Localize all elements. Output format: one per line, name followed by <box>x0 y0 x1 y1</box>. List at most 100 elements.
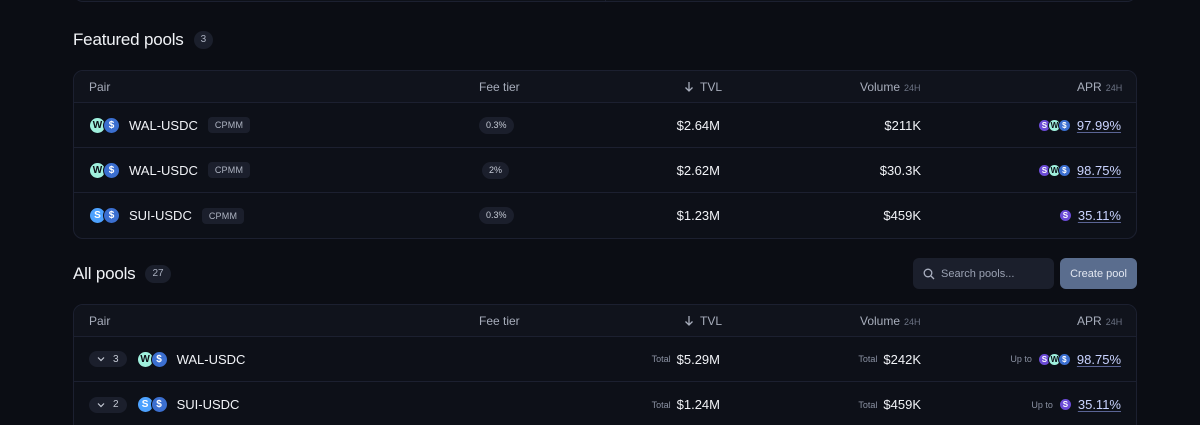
header-fee-tier[interactable]: Fee tier <box>479 80 520 94</box>
featured-pools-title: Featured pools <box>73 30 184 49</box>
pair-cell: W $ WAL-USDC CPMM <box>89 103 251 147</box>
tvl-cell: $2.62M <box>677 148 720 192</box>
search-input[interactable] <box>941 267 1049 280</box>
token-pair-icons: S $ <box>89 207 120 224</box>
table-row[interactable]: W $ WAL-USDC CPMM 2% $2.62M $30.3K S W $… <box>74 148 1136 193</box>
tvl-cell: $1.23M <box>677 193 720 238</box>
header-apr[interactable]: APR 24H <box>1077 80 1122 95</box>
tvl-cell: $2.64M <box>677 103 720 147</box>
header-volume[interactable]: Volume 24H <box>860 80 921 95</box>
apr-cell: Up to S 35.11% <box>1031 382 1121 425</box>
tvl-cell: Total $1.24M <box>652 382 720 425</box>
header-apr-label: APR <box>1077 314 1102 328</box>
all-pools-title: All pools <box>73 264 136 283</box>
header-pair: Pair <box>89 314 111 328</box>
apr-value[interactable]: 35.11% <box>1077 208 1121 223</box>
reward-token-icon: S <box>1058 398 1072 411</box>
usdc-token-icon: $ <box>1057 118 1071 132</box>
pool-type-badge: CPMM <box>201 207 245 224</box>
pair-name: WAL-USDC <box>129 117 198 133</box>
total-label: Total <box>651 354 671 364</box>
token-pair-icons: W $ <box>136 350 168 368</box>
create-pool-button[interactable]: Create pool <box>1060 258 1137 289</box>
header-fee-tier[interactable]: Fee tier <box>479 314 520 328</box>
header-volume-sub: 24H <box>904 317 921 327</box>
search-box[interactable] <box>913 258 1054 289</box>
table-header: Pair Fee tier TVL Volume 24H APR 24H <box>74 71 1136 103</box>
sui-token-icon: S <box>89 207 106 224</box>
reward-icons: S W $ <box>1037 163 1071 177</box>
pool-type-badge: CPMM <box>207 162 251 178</box>
pool-type-badge: CPMM <box>207 117 251 133</box>
token-pair-icons: W $ <box>89 161 120 179</box>
apr-value[interactable]: 98.75% <box>1076 162 1121 178</box>
arrow-down-icon <box>685 82 693 92</box>
usdc-token-icon: $ <box>150 396 168 413</box>
usdc-token-icon: $ <box>103 116 120 134</box>
header-pair: Pair <box>89 80 111 94</box>
table-row[interactable]: 2 S $ SUI-USDC Total $1.24M Total $459K … <box>74 382 1136 425</box>
table-row[interactable]: 3 W $ WAL-USDC Total $5.29M Total $242K … <box>74 337 1136 382</box>
featured-pools-count: 3 <box>193 31 214 49</box>
apr-value[interactable]: 97.99% <box>1076 117 1121 133</box>
fee-tier-badge: 0.3% <box>479 117 514 134</box>
volume-cell: $211K <box>884 103 921 147</box>
apr-value[interactable]: 98.75% <box>1076 351 1121 367</box>
reward-icons: S <box>1058 209 1072 222</box>
apr-cell: Up to S W $ 98.75% <box>1010 337 1121 381</box>
reward-token-icon: S <box>1058 209 1072 222</box>
header-apr[interactable]: APR 24H <box>1077 314 1122 329</box>
total-label: Total <box>858 354 878 364</box>
table-header: Pair Fee tier TVL Volume 24H APR 24H <box>74 305 1136 337</box>
volume-value: $30.3K <box>879 162 921 178</box>
all-pools-table: Pair Fee tier TVL Volume 24H APR 24H 3 W $… <box>73 304 1137 425</box>
fee-tier-badge: 2% <box>482 162 510 179</box>
header-tvl-label: TVL <box>700 80 723 94</box>
volume-value: $459K <box>883 208 921 223</box>
wal-token-icon: W <box>89 161 106 179</box>
volume-value: $242K <box>883 351 921 367</box>
pair-cell: W $ WAL-USDC CPMM <box>89 148 251 192</box>
tvl-value: $2.62M <box>676 162 720 178</box>
expand-toggle[interactable]: 3 <box>89 351 127 367</box>
tvl-value: $1.24M <box>676 397 720 412</box>
reward-icons: S W $ <box>1037 118 1071 132</box>
pair-cell: S $ SUI-USDC CPMM <box>89 193 245 238</box>
header-tvl[interactable]: TVL <box>684 314 722 328</box>
token-pair-icons: W $ <box>89 116 120 134</box>
volume-value: $459K <box>883 397 921 412</box>
header-volume[interactable]: Volume 24H <box>860 314 921 329</box>
all-pools-header: All pools 27 <box>73 264 171 284</box>
table-row[interactable]: W $ WAL-USDC CPMM 0.3% $2.64M $211K S W … <box>74 103 1136 148</box>
pair-name: WAL-USDC <box>176 351 246 367</box>
pair-name: WAL-USDC <box>129 162 198 178</box>
volume-cell: $459K <box>883 193 921 238</box>
tvl-value: $2.64M <box>676 117 720 133</box>
table-row[interactable]: S $ SUI-USDC CPMM 0.3% $1.23M $459K S 35… <box>74 193 1136 238</box>
chevron-down-icon <box>97 402 105 407</box>
upto-label: Up to <box>1031 399 1053 410</box>
volume-cell: $30.3K <box>880 148 921 192</box>
expand-toggle[interactable]: 2 <box>89 396 127 413</box>
usdc-token-icon: $ <box>103 207 120 224</box>
apr-cell: S W $ 98.75% <box>1037 148 1121 192</box>
volume-cell: Total $242K <box>858 337 921 381</box>
tvl-cell: Total $5.29M <box>652 337 720 381</box>
arrow-down-icon <box>685 316 693 326</box>
previous-panel-edge <box>73 0 1137 2</box>
header-tvl[interactable]: TVL <box>684 80 722 94</box>
featured-pools-table: Pair Fee tier TVL Volume 24H APR 24H W $ W… <box>73 70 1137 239</box>
apr-value[interactable]: 35.11% <box>1077 397 1121 412</box>
panel-divider <box>605 0 606 2</box>
header-volume-sub: 24H <box>904 83 921 93</box>
pair-name: SUI-USDC <box>176 397 240 412</box>
apr-cell: S W $ 97.99% <box>1037 103 1121 147</box>
search-icon <box>923 268 935 279</box>
reward-icons: S <box>1058 398 1072 411</box>
chevron-down-icon <box>97 357 105 362</box>
pair-cell: 2 S $ SUI-USDC <box>89 382 239 425</box>
fee-tier-badge: 0.3% <box>479 207 514 224</box>
usdc-token-icon: $ <box>1057 352 1071 366</box>
usdc-token-icon: $ <box>103 161 120 179</box>
featured-pools-header: Featured pools 3 <box>73 30 214 50</box>
